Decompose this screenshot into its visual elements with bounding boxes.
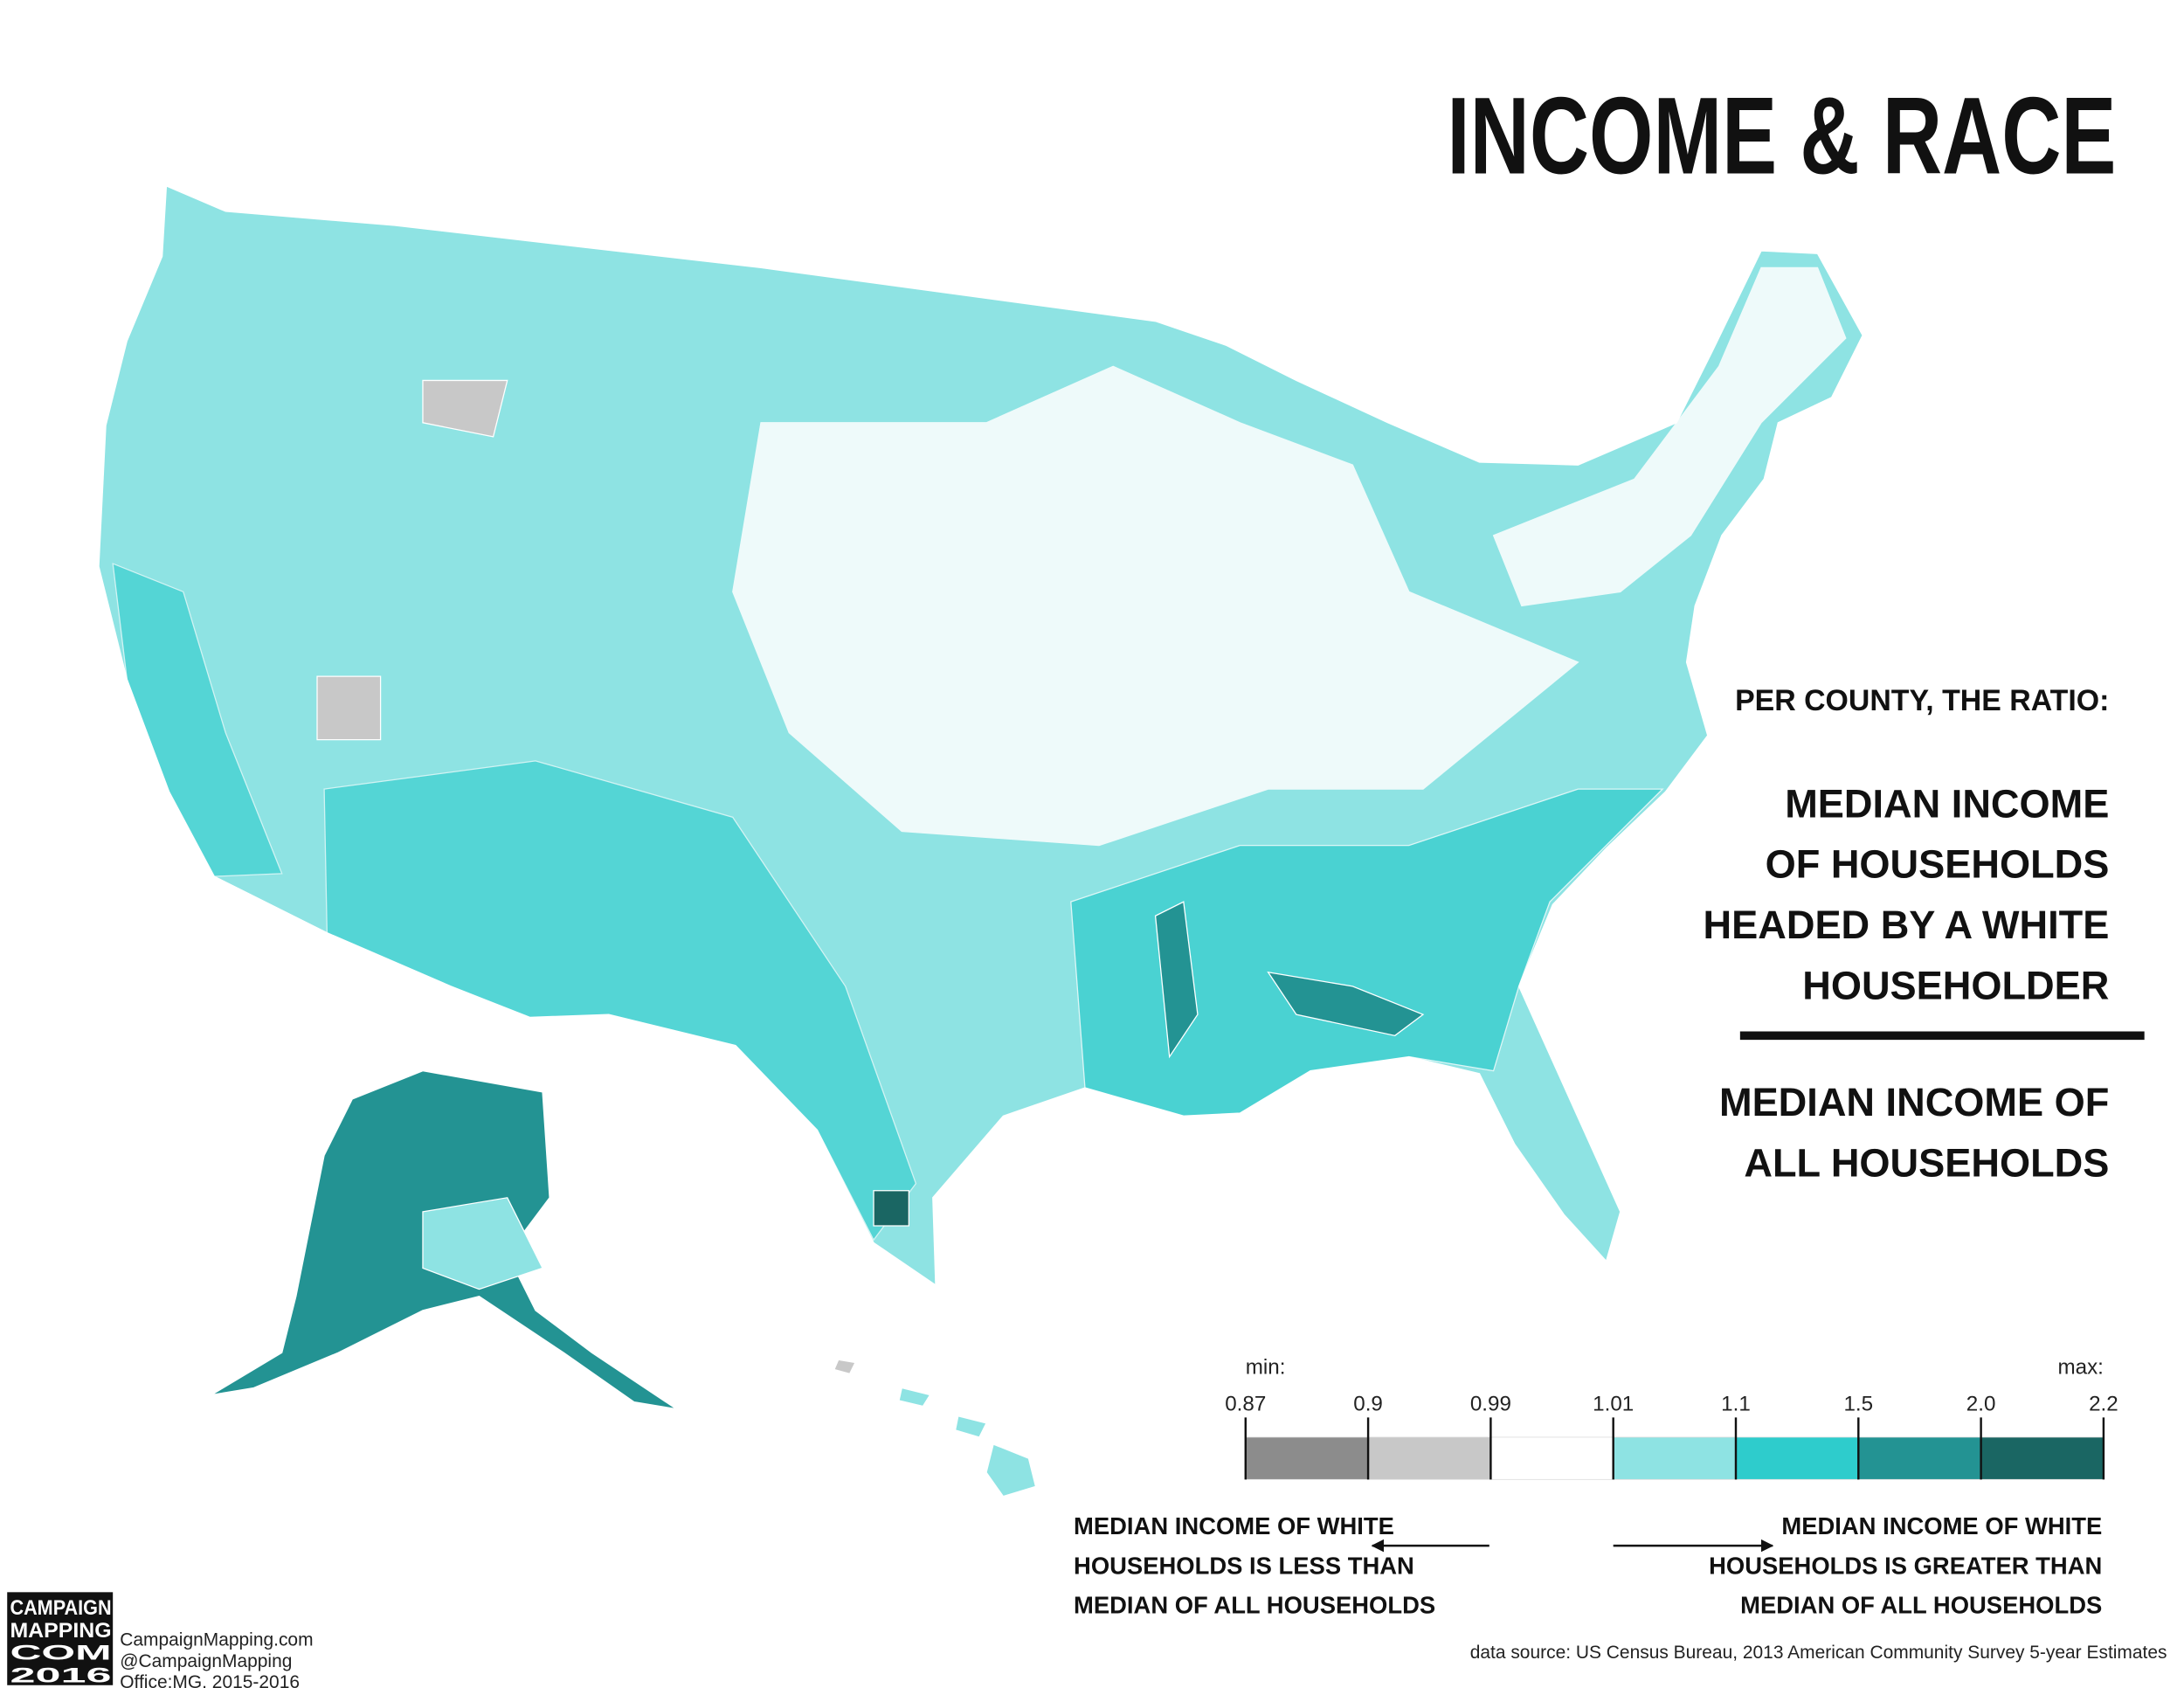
ratio-intro: PER COUNTY, THE RATIO:: [1735, 684, 2109, 717]
denominator-line: ALL HOUSEHOLDS: [1744, 1141, 2109, 1186]
legend-swatch: [1367, 1436, 1491, 1480]
legend-break-label: 2.0: [1966, 1392, 1996, 1415]
legend-break-label: 1.5: [1843, 1392, 1873, 1415]
note-less: MEDIAN OF ALL HOUSEHOLDS: [1074, 1592, 1435, 1619]
note-less: MEDIAN INCOME OF WHITE: [1074, 1512, 1394, 1539]
hawaii-2: [898, 1387, 931, 1408]
logo-text: MAPPING: [10, 1619, 111, 1643]
note-greater: MEDIAN OF ALL HOUSEHOLDS: [1740, 1592, 2102, 1619]
map-shapes: [98, 184, 1863, 1498]
title: INCOME & RACE: [1447, 73, 2116, 197]
legend-break-label: 2.2: [2089, 1392, 2118, 1415]
alaska-interior: [422, 1197, 543, 1290]
south-texas-region: [873, 1190, 909, 1227]
hawaii-1: [833, 1359, 857, 1375]
legend-swatch: [1489, 1436, 1614, 1480]
legend: min: max: 0.87 0.9 0.99 1.01 1.1 1.5 2.0 2.2: [1225, 1355, 2118, 1480]
legend-swatch: [1857, 1436, 1982, 1480]
legend-max-label: max:: [2057, 1355, 2103, 1379]
notes: MEDIAN INCOME OF WHITE HOUSEHOLDS IS LESS…: [1074, 1512, 2102, 1618]
credit-line: CampaignMapping.com: [120, 1630, 313, 1650]
hawaii-3: [954, 1415, 987, 1438]
legend-break-label: 0.99: [1470, 1392, 1511, 1415]
blackbelt-region: [1267, 971, 1425, 1037]
legend-break-label: 0.87: [1225, 1392, 1266, 1415]
legend-swatch: [1735, 1436, 1859, 1480]
logo-text: CAMPAIGN: [10, 1596, 111, 1620]
southwest-region: [323, 760, 917, 1242]
plains-gray: [422, 379, 508, 438]
logo-box: [7, 1592, 114, 1685]
numerator-line: HEADED BY A WHITE: [1704, 903, 2110, 947]
legend-min-label: min:: [1246, 1355, 1286, 1379]
numerator-line: OF HOUSEHOLDS: [1766, 842, 2110, 887]
delta-region: [1154, 901, 1199, 1059]
note-greater: HOUSEHOLDS IS GREATER THAN: [1709, 1552, 2102, 1579]
numerator-line: HOUSEHOLDER: [1802, 963, 2109, 1007]
credit-line: Office:MG, 2015-2016: [120, 1672, 300, 1688]
legend-break-label: 1.1: [1721, 1392, 1751, 1415]
legend-break-label: 1.01: [1593, 1392, 1634, 1415]
logo-text: 2016: [10, 1664, 111, 1688]
data-source: data source: US Census Bureau, 2013 Amer…: [1470, 1643, 2167, 1663]
hawaii-4: [985, 1443, 1037, 1498]
note-greater: MEDIAN INCOME OF WHITE: [1781, 1512, 2102, 1539]
logo-text: COM: [10, 1642, 111, 1665]
northeast-region: [1492, 266, 1847, 607]
numerator-line: MEDIAN INCOME: [1785, 781, 2109, 826]
west-coast-region: [112, 563, 283, 877]
south-region: [1070, 788, 1664, 1117]
legend-swatch: [1245, 1436, 1369, 1480]
denominator-line: MEDIAN INCOME OF: [1719, 1080, 2109, 1124]
nevada-gray: [316, 675, 382, 741]
midwest-region: [732, 365, 1579, 847]
legend-swatch: [1613, 1436, 1737, 1480]
legend-break-label: 0.9: [1353, 1392, 1383, 1415]
credit-line: @CampaignMapping: [120, 1651, 292, 1671]
explanation: PER COUNTY, THE RATIO: MEDIAN INCOME OF HO…: [1704, 684, 2110, 1186]
note-less: HOUSEHOLDS IS LESS THAN: [1074, 1552, 1414, 1579]
legend-swatch: [1980, 1436, 2105, 1480]
